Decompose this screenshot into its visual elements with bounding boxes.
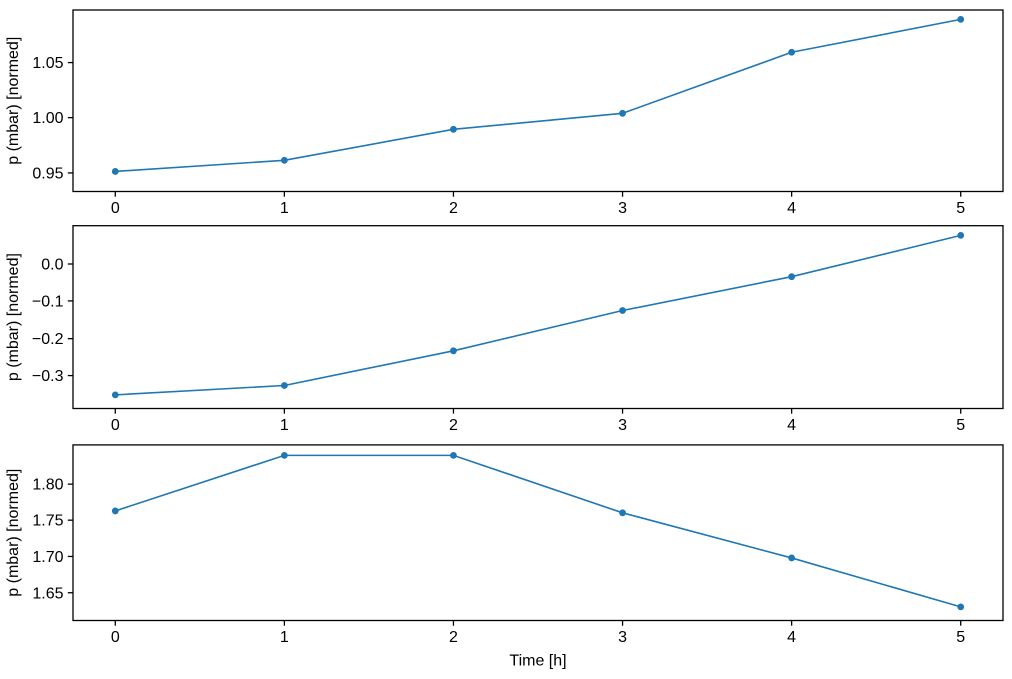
svg-text:1.65: 1.65	[32, 585, 63, 602]
svg-text:1.05: 1.05	[32, 55, 63, 72]
svg-text:0: 0	[111, 200, 120, 217]
svg-text:1.00: 1.00	[32, 110, 63, 127]
svg-text:5: 5	[956, 417, 965, 434]
svg-text:1: 1	[280, 629, 289, 646]
svg-text:−0.1: −0.1	[32, 293, 64, 310]
svg-text:5: 5	[956, 200, 965, 217]
svg-text:0: 0	[111, 629, 120, 646]
svg-text:2: 2	[449, 629, 458, 646]
svg-text:1.70: 1.70	[32, 549, 63, 566]
svg-text:4: 4	[787, 629, 796, 646]
svg-text:1: 1	[280, 417, 289, 434]
svg-text:1: 1	[280, 200, 289, 217]
svg-text:1.80: 1.80	[32, 477, 63, 494]
svg-text:p (mbar) [normed]: p (mbar) [normed]	[5, 37, 22, 165]
svg-text:3: 3	[618, 629, 627, 646]
svg-text:4: 4	[787, 417, 796, 434]
svg-text:3: 3	[618, 417, 627, 434]
svg-text:p (mbar) [normed]: p (mbar) [normed]	[5, 253, 22, 381]
svg-text:−0.2: −0.2	[32, 331, 64, 348]
svg-text:1.75: 1.75	[32, 513, 63, 530]
svg-text:3: 3	[618, 200, 627, 217]
svg-text:0: 0	[111, 417, 120, 434]
svg-text:p (mbar) [normed]: p (mbar) [normed]	[5, 469, 22, 597]
svg-text:2: 2	[449, 417, 458, 434]
svg-text:2: 2	[449, 200, 458, 217]
svg-text:−0.3: −0.3	[32, 368, 64, 385]
svg-text:4: 4	[787, 200, 796, 217]
svg-text:Time [h]: Time [h]	[509, 653, 566, 670]
svg-text:0.0: 0.0	[41, 257, 63, 274]
svg-text:0.95: 0.95	[32, 165, 63, 182]
svg-text:5: 5	[956, 629, 965, 646]
